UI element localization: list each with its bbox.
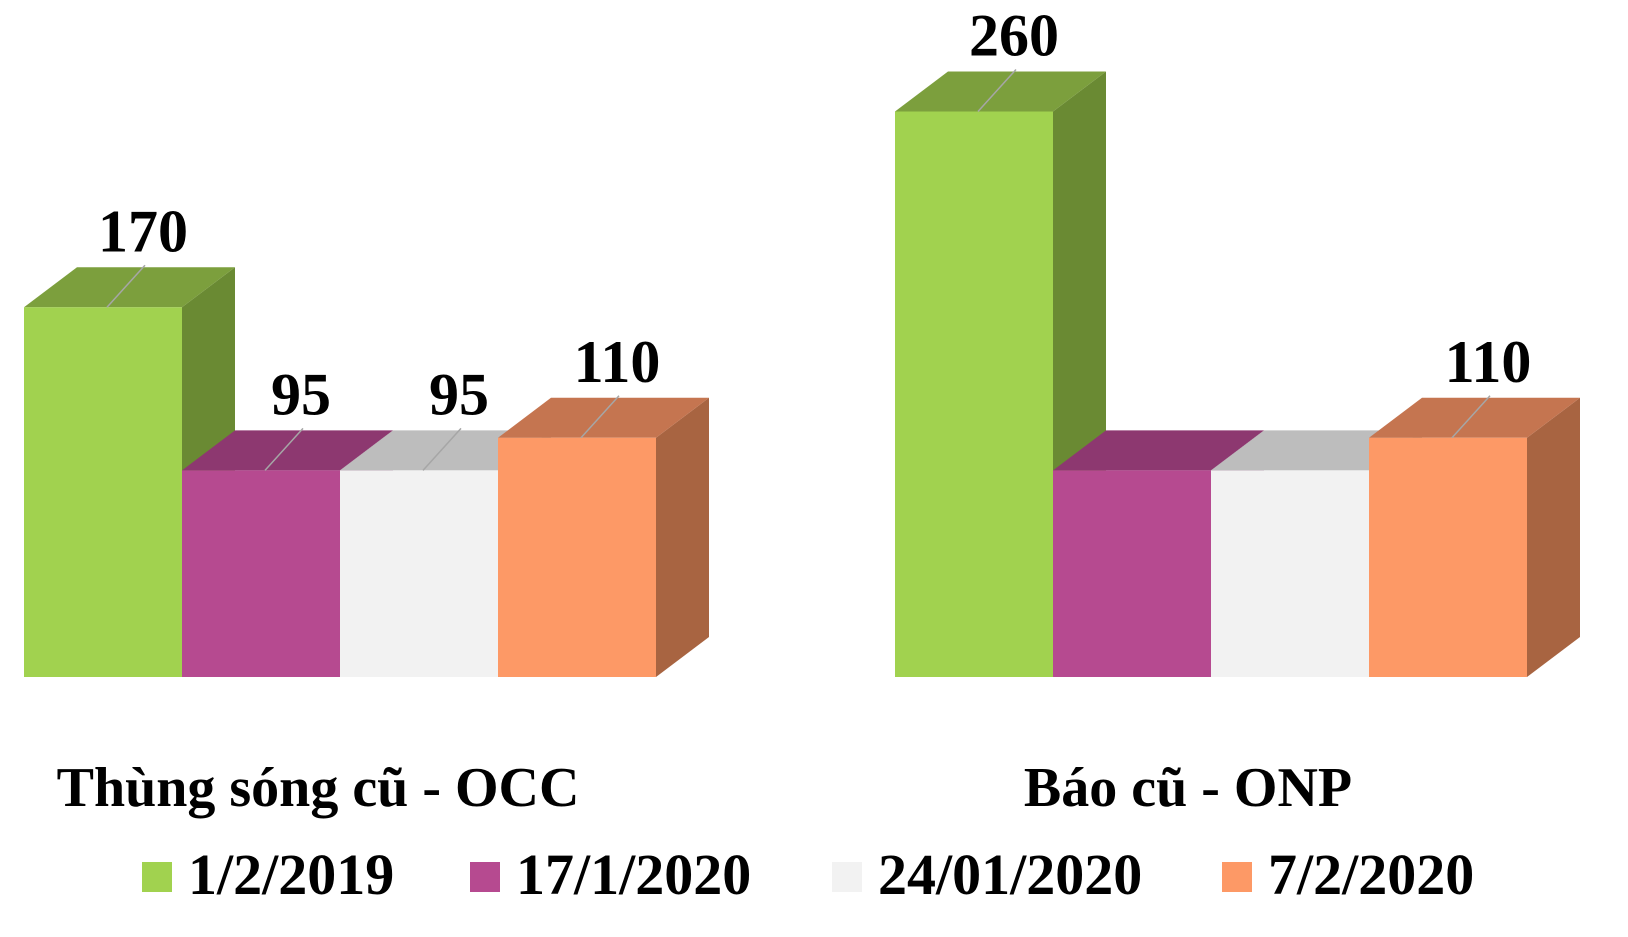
bar [498,397,709,677]
bars-layer [24,71,1580,677]
legend-item: 7/2/2020 [1222,842,1474,907]
value-labels-layer: 170 95 95 110 260 110 [98,3,1531,428]
leader-line [106,264,146,308]
bar-front-face [1369,437,1527,677]
bar-top-face [24,267,235,308]
legend-swatch [142,862,172,892]
category-label: Báo cũ - ONP [1024,757,1352,819]
bar-top-face [182,430,393,471]
legend-label: 24/01/2020 [878,842,1142,907]
bar-front-face [498,437,656,677]
bar-front-face [340,470,498,677]
value-label: 260 [969,3,1059,69]
legend-label: 1/2/2019 [188,842,394,907]
bar-top-face [1053,430,1264,471]
bar-side-face [656,397,709,677]
legend-swatch [470,862,500,892]
leader-line [580,395,620,439]
bar-side-face [1527,397,1580,677]
legend-swatch [832,862,862,892]
bar-front-face [182,470,340,677]
legend-swatch [1222,862,1252,892]
bar [1369,397,1580,677]
leader-line [264,427,304,471]
bar-top-face [498,397,709,438]
legend-label: 7/2/2020 [1268,842,1474,907]
value-label: 95 [429,361,489,427]
value-label: 95 [271,361,331,427]
legend-item: 17/1/2020 [470,842,751,907]
value-label: 110 [1445,329,1532,395]
legend: 1/2/2019 17/1/2020 24/01/2020 7/2/2020 [142,842,1474,907]
bar-front-face [895,111,1053,677]
bar-front-face [1211,470,1369,677]
leader-line [977,68,1017,113]
value-label: 110 [574,329,661,395]
bar-top-face [1369,397,1580,438]
legend-label: 17/1/2020 [516,842,751,907]
bar-front-face [1053,470,1211,677]
category-label: Thùng sóng cũ - OCC [57,757,580,819]
bar-front-face [24,307,182,677]
legend-item: 1/2/2019 [142,842,394,907]
value-label: 170 [98,198,188,264]
bar-top-face [895,71,1106,112]
legend-item: 24/01/2020 [832,842,1142,907]
leader-lines-layer [106,68,1491,471]
leader-line [1451,395,1491,439]
leader-line [422,427,462,471]
category-labels-layer: Thùng sóng cũ - OCC Báo cũ - ONP [57,757,1353,819]
